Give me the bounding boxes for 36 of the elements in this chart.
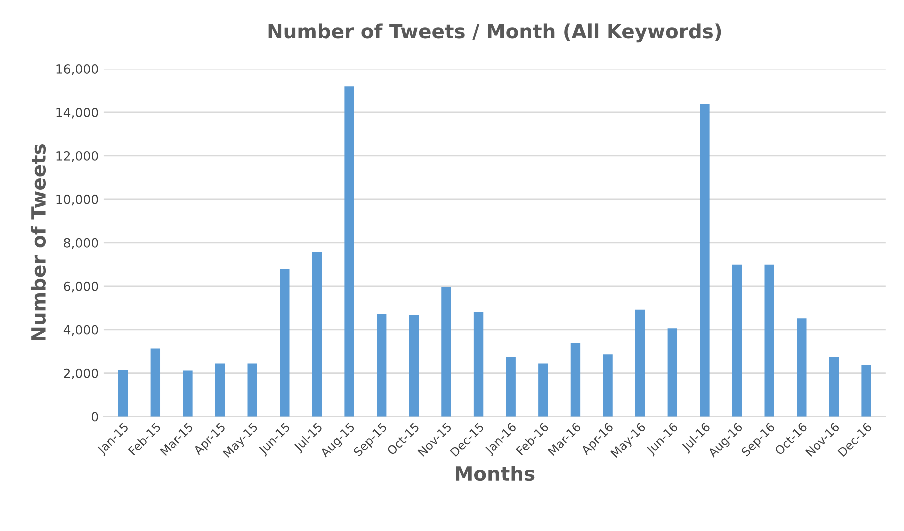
bar <box>377 314 387 417</box>
bar <box>280 269 290 417</box>
y-tick-label: 8,000 <box>64 238 98 250</box>
bar <box>603 354 613 417</box>
y-axis-title: Number of Tweets <box>30 144 46 341</box>
bar <box>764 264 774 417</box>
y-tick-label: 4,000 <box>64 325 98 336</box>
bar <box>862 365 872 417</box>
bar <box>248 364 258 417</box>
bar <box>183 370 193 417</box>
y-tick-label: 0 <box>92 412 98 422</box>
x-axis-title: Months <box>456 466 535 482</box>
bar <box>636 310 646 417</box>
bar <box>118 370 128 417</box>
bar <box>344 86 354 417</box>
y-tick-label: 14,000 <box>56 108 98 119</box>
bar <box>215 364 226 417</box>
bar <box>442 287 452 417</box>
y-tick-label: 12,000 <box>56 151 98 162</box>
y-tick-label: 6,000 <box>64 282 98 293</box>
bar <box>732 264 742 417</box>
bar <box>829 357 840 417</box>
bar <box>506 357 516 417</box>
bar <box>312 252 322 417</box>
bar <box>570 343 581 417</box>
bar <box>474 312 484 417</box>
y-tick-label: 2,000 <box>64 368 98 380</box>
bar <box>700 104 710 417</box>
y-tick-label: 10,000 <box>56 194 98 206</box>
bar <box>150 348 161 417</box>
bar <box>797 318 807 417</box>
bar <box>538 364 548 417</box>
chart-title: Number of Tweets / Month (All Keywords) <box>268 24 722 43</box>
bar <box>668 328 678 417</box>
bar <box>409 315 420 417</box>
y-tick-label: 16,000 <box>56 64 98 76</box>
